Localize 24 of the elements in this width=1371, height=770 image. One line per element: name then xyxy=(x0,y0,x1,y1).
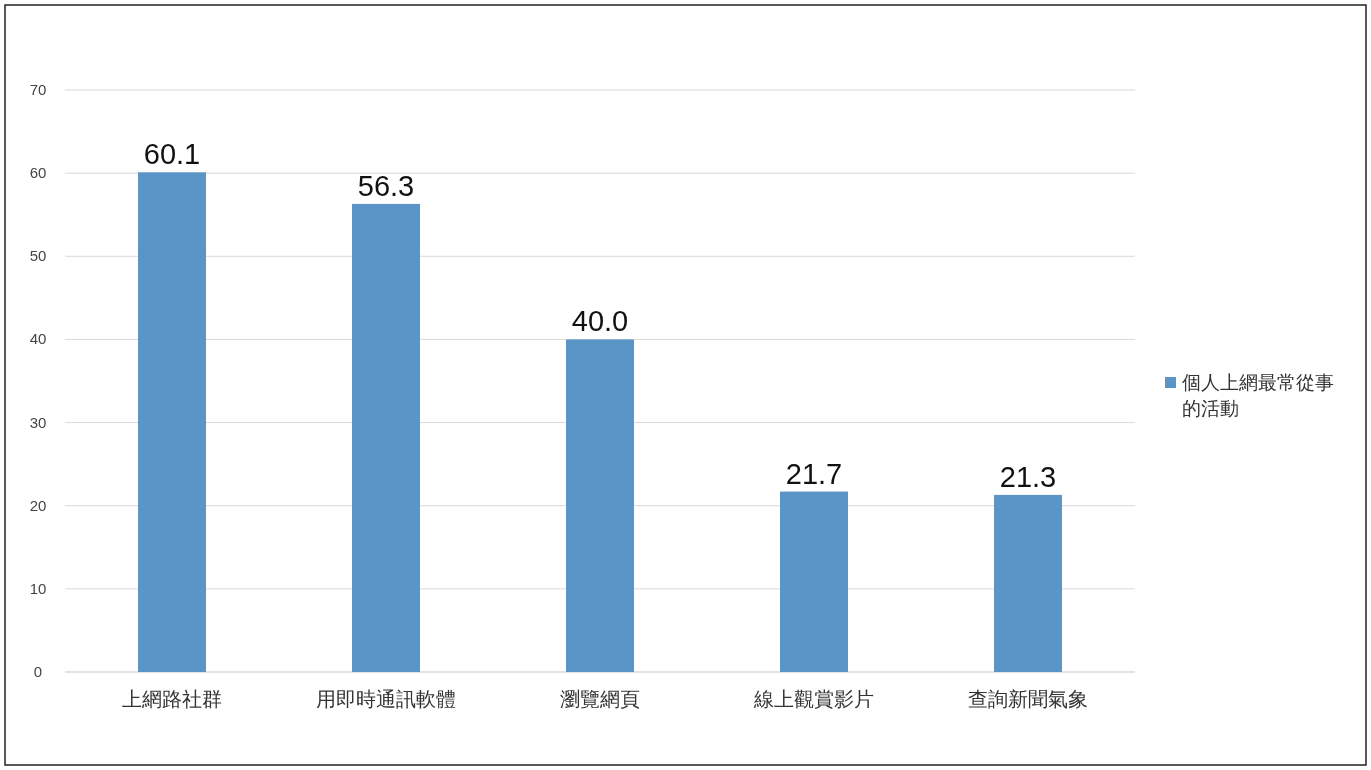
y-tick-label: 0 xyxy=(33,663,43,680)
y-tick-label: 50 xyxy=(29,247,47,265)
x-tick-label: 用即時通訊軟體 xyxy=(316,688,456,710)
bar xyxy=(566,339,634,672)
legend: 個人上網最常從事的活動 xyxy=(1165,372,1334,419)
x-tick-label: 線上觀賞影片 xyxy=(753,688,874,710)
x-tick-label: 瀏覽網頁 xyxy=(560,688,640,710)
text: 60.1 xyxy=(143,138,201,171)
y-tick-label: 40 xyxy=(29,330,47,348)
x-tick-label: 查詢新聞氣象 xyxy=(968,688,1088,710)
y-tick-label: 70 xyxy=(29,81,47,98)
y-tick-label: 10 xyxy=(29,579,47,597)
text: 21.3 xyxy=(999,460,1057,493)
y-tick-label: 20 xyxy=(29,496,47,514)
bar xyxy=(780,491,848,672)
text: 56.3 xyxy=(357,169,415,202)
text: 21.7 xyxy=(785,457,843,490)
bar xyxy=(994,494,1062,672)
bar xyxy=(352,203,420,672)
text: 40.0 xyxy=(571,305,629,338)
bar xyxy=(138,172,206,672)
y-tick-label: 60 xyxy=(29,164,47,182)
y-tick-label: 30 xyxy=(29,413,47,431)
x-tick-label: 上網路社群 xyxy=(122,688,222,710)
